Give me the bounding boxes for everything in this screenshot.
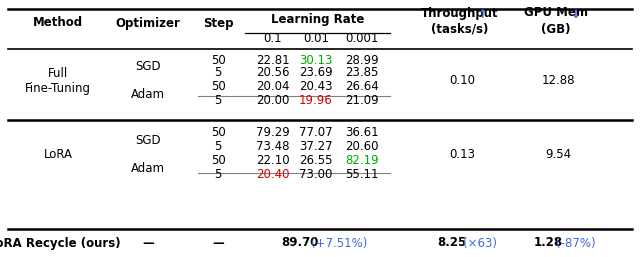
Text: Adam: Adam [131, 161, 165, 175]
Text: 73.00: 73.00 [300, 169, 333, 181]
Text: 20.60: 20.60 [345, 141, 379, 153]
Text: 0.1: 0.1 [264, 32, 282, 45]
Text: 50: 50 [211, 126, 225, 140]
Text: 20.56: 20.56 [256, 67, 290, 79]
Text: 5: 5 [214, 169, 221, 181]
Text: 21.09: 21.09 [345, 95, 379, 107]
Text: 22.81: 22.81 [256, 53, 290, 67]
Text: LoRA: LoRA [44, 148, 72, 161]
Text: 22.10: 22.10 [256, 154, 290, 168]
Text: 0.13: 0.13 [449, 148, 475, 161]
Text: ↑: ↑ [478, 7, 488, 21]
Text: 20.00: 20.00 [256, 95, 290, 107]
Text: 28.99: 28.99 [345, 53, 379, 67]
Text: Full
Fine-Tuning: Full Fine-Tuning [25, 67, 91, 95]
Text: 50: 50 [211, 80, 225, 94]
Text: 20.04: 20.04 [256, 80, 290, 94]
Text: 89.70: 89.70 [281, 236, 318, 250]
Text: (×63): (×63) [463, 236, 497, 250]
Text: 55.11: 55.11 [345, 169, 379, 181]
Text: Adam: Adam [131, 87, 165, 100]
Text: LoRA Recycle (ours): LoRA Recycle (ours) [0, 236, 120, 250]
Text: 12.88: 12.88 [541, 75, 575, 87]
Text: 8.25: 8.25 [437, 236, 467, 250]
Text: 0.01: 0.01 [303, 32, 329, 45]
Text: Method: Method [33, 16, 83, 30]
Text: 1.28: 1.28 [533, 236, 563, 250]
Text: 50: 50 [211, 154, 225, 168]
Text: 20.43: 20.43 [300, 80, 333, 94]
Text: 5: 5 [214, 95, 221, 107]
Text: 37.27: 37.27 [299, 141, 333, 153]
Text: —: — [142, 236, 154, 250]
Text: 19.96: 19.96 [299, 95, 333, 107]
Text: 23.85: 23.85 [346, 67, 379, 79]
Text: 50: 50 [211, 53, 225, 67]
Text: 5: 5 [214, 67, 221, 79]
Text: 23.69: 23.69 [299, 67, 333, 79]
Text: 30.13: 30.13 [300, 53, 333, 67]
Text: 36.61: 36.61 [345, 126, 379, 140]
Text: 26.55: 26.55 [300, 154, 333, 168]
Text: Throughput
(tasks/s): Throughput (tasks/s) [421, 6, 499, 35]
Text: (+7.51%): (+7.51%) [311, 236, 368, 250]
Text: 82.19: 82.19 [345, 154, 379, 168]
Text: Step: Step [203, 16, 233, 30]
Text: ↓: ↓ [571, 7, 581, 21]
Text: 5: 5 [214, 141, 221, 153]
Text: 0.10: 0.10 [449, 75, 475, 87]
Text: GPU Mem
(GB): GPU Mem (GB) [524, 6, 588, 35]
Text: 73.48: 73.48 [256, 141, 290, 153]
Text: SGD: SGD [135, 133, 161, 146]
Text: 79.29: 79.29 [256, 126, 290, 140]
Text: —: — [212, 236, 224, 250]
Text: SGD: SGD [135, 60, 161, 74]
Text: 26.64: 26.64 [345, 80, 379, 94]
Text: Optimizer: Optimizer [116, 16, 180, 30]
Text: 0.001: 0.001 [346, 32, 379, 45]
Text: 77.07: 77.07 [299, 126, 333, 140]
Text: Learning Rate: Learning Rate [271, 14, 364, 26]
Text: (-87%): (-87%) [556, 236, 596, 250]
Text: 9.54: 9.54 [545, 148, 571, 161]
Text: 20.40: 20.40 [256, 169, 290, 181]
